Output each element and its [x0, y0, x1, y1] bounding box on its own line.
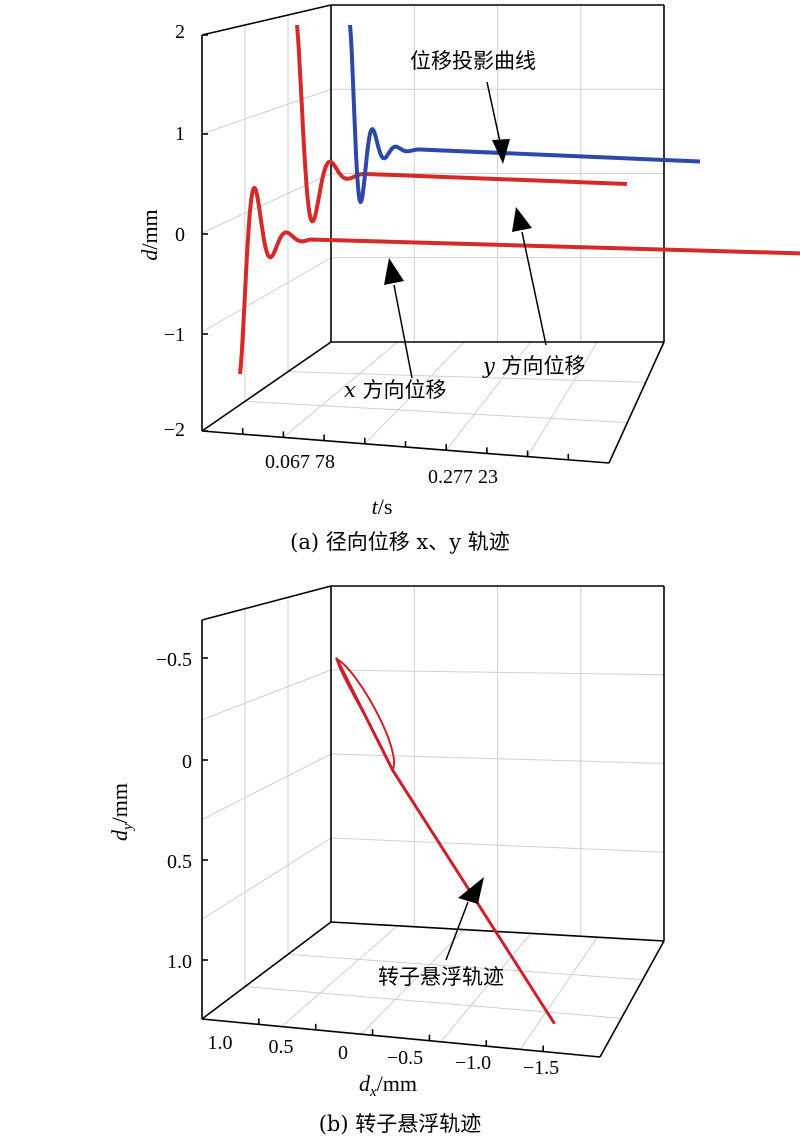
trajectory-loop [335, 658, 395, 773]
grid-line [201, 753, 332, 820]
dx-axis-symbol: d [359, 1071, 371, 1096]
dx-axis-subscript: x [369, 1084, 377, 1100]
grid-line [287, 371, 646, 383]
panel-b-series [335, 657, 556, 1025]
panel-a-frame [201, 4, 665, 464]
annotation-y-arrow-line [521, 231, 547, 346]
panel-a-caption: (a) 径向位移 x、y 轨迹 [290, 530, 510, 554]
t-tick-label: 0.277 23 [428, 466, 498, 488]
frame-line [201, 341, 332, 432]
panel-b-grid [201, 586, 665, 1050]
series-line [348, 24, 701, 205]
annotation-projection-arrowhead [492, 139, 510, 164]
grid-line [201, 837, 332, 920]
annotation-rotor-trajectory: 转子悬浮轨迹 [378, 965, 504, 989]
panel-b-y-axis-label: dy/mm [107, 783, 136, 841]
annotation-x-displacement: x 方向位移 [344, 378, 447, 402]
annotation-projection-curve: 位移投影曲线 [410, 49, 536, 73]
dy-axis-subscript: y [120, 823, 136, 832]
dy-axis-symbol: d [107, 829, 132, 841]
frame-line [201, 4, 332, 36]
dx-tick-label: −1.0 [455, 1052, 491, 1074]
grid-line [244, 400, 628, 424]
dx-tick-label: 0.5 [269, 1036, 294, 1058]
t-tick-label: 0.067 78 [265, 451, 335, 473]
grid-line [244, 986, 622, 1019]
grid-line [283, 341, 398, 438]
annotation-x-arrow-line [393, 284, 413, 379]
dx-tick-label: −0.5 [387, 1047, 423, 1069]
annotation-y-text: 方向位移 [495, 354, 586, 378]
grid-line [201, 88, 332, 135]
annotation-y-var: y [482, 354, 496, 378]
panel-a-grid [201, 5, 664, 457]
z-tick-label: −1 [164, 324, 185, 346]
frame-line [201, 921, 332, 1020]
grid-line [527, 341, 598, 457]
grid-line [201, 173, 332, 234]
dx-tick-label: 0 [338, 1042, 348, 1064]
frame-line [608, 341, 665, 464]
grid-line [364, 341, 465, 445]
y-axis-unit: /mm [137, 209, 162, 249]
frame-line [201, 585, 332, 621]
panel-a-x-axis-label: t/s [372, 494, 393, 519]
grid-line [281, 925, 398, 1027]
z-tick-label: 1 [175, 123, 185, 145]
annotation-rotor-arrowhead [458, 877, 484, 904]
panel-b-caption: (b) 转子悬浮轨迹 [319, 1112, 482, 1136]
x-axis-symbol: t [372, 494, 379, 519]
dx-tick-label: −1.5 [523, 1057, 559, 1079]
panel-a-chart: 2 1 0 −1 −2 0.067 78 0.277 23 d/mm t/s 位… [137, 4, 800, 554]
grid-line [201, 257, 332, 333]
annotation-rotor-arrow-line [445, 901, 469, 961]
dy-tick-label: 1.0 [167, 951, 192, 973]
annotation-x-text: 方向位移 [356, 378, 447, 402]
grid-line [445, 341, 532, 451]
dy-tick-label: 0 [182, 751, 192, 773]
panel-b-frame [201, 585, 665, 1058]
dx-axis-unit: /mm [377, 1071, 417, 1096]
annotation-x-var: x [344, 378, 356, 402]
dx-tick-label: 1.0 [208, 1032, 233, 1054]
panel-b-x-axis-label: dx/mm [359, 1071, 417, 1100]
panel-a-y-axis-label: d/mm [137, 209, 162, 260]
grid-line [440, 933, 532, 1043]
z-tick-label: −2 [164, 419, 185, 441]
x-axis-unit: /s [378, 494, 393, 519]
panel-a-z-ticks: 2 1 0 −1 −2 [164, 21, 185, 441]
dy-axis-unit: /mm [107, 783, 132, 823]
grid-line [519, 936, 598, 1050]
annotation-projection-arrow-line [486, 81, 501, 143]
grid-line [360, 929, 465, 1035]
dy-tick-label: −0.5 [156, 649, 192, 671]
annotation-y-arrowhead [512, 207, 532, 232]
y-axis-symbol: d [137, 249, 162, 261]
grid-line [201, 669, 332, 721]
z-tick-label: 0 [175, 224, 185, 246]
annotation-y-displacement: y 方向位移 [482, 354, 586, 378]
frame-line [599, 940, 665, 1058]
dy-tick-label: 0.5 [167, 851, 192, 873]
panel-b-chart: −0.5 0 0.5 1.0 1.0 0.5 0 −0.5 −1.0 −1.5 … [107, 585, 665, 1136]
panel-a-series [238, 24, 800, 375]
frame-line [330, 921, 665, 942]
frame-line [201, 1018, 601, 1058]
series-line [238, 186, 800, 375]
annotation-x-arrowhead [384, 258, 404, 285]
grid-line [287, 953, 643, 981]
z-tick-label: 2 [175, 21, 185, 43]
